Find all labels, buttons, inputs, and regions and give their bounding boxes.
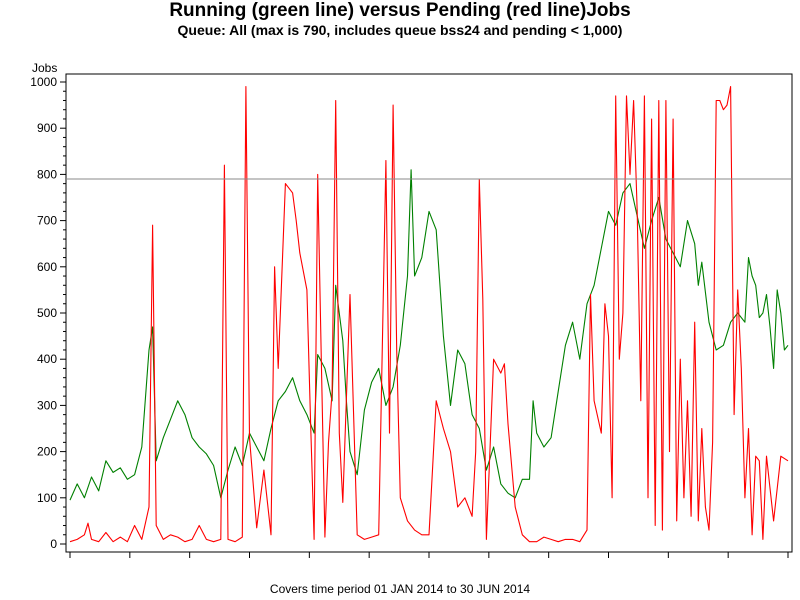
- chart-title: Running (green line) versus Pending (red…: [169, 0, 631, 21]
- y-tick-label: 100: [37, 491, 57, 505]
- series-pending-line: [69, 86, 789, 543]
- axes: 0 100 200 300 400 500 600 700 800 900 1000: [30, 73, 793, 558]
- footer-note: Covers time period 01 JAN 2014 to 30 JUN…: [269, 582, 531, 596]
- y-tick-label: 500: [37, 306, 57, 320]
- y-tick-label: 400: [37, 352, 57, 366]
- series-layer: [69, 86, 789, 543]
- y-tick-label: 300: [37, 398, 57, 412]
- y-tick-label: 200: [37, 445, 57, 459]
- y-tick-label: 700: [37, 214, 57, 228]
- y-tick-label: 0: [50, 537, 57, 551]
- y-tick-label: 800: [37, 167, 57, 181]
- chart-subtitle: Queue: All (max is 790, includes queue b…: [177, 22, 623, 38]
- y-axis-label: Jobs: [32, 61, 57, 75]
- y-tick-label: 1000: [30, 75, 57, 89]
- y-tick-label: 600: [37, 260, 57, 274]
- series-running-line: [69, 169, 789, 501]
- y-tick-label: 900: [37, 121, 57, 135]
